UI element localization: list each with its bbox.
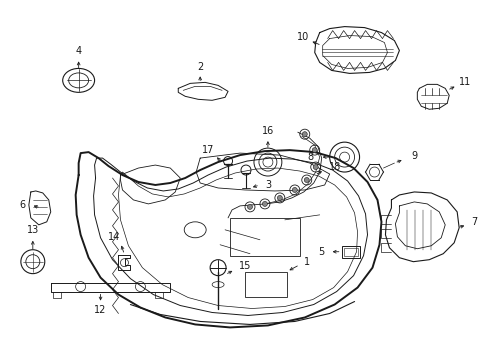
Bar bbox=[229, 218, 299, 256]
Circle shape bbox=[277, 195, 282, 201]
Text: 5: 5 bbox=[318, 247, 324, 257]
Text: 2: 2 bbox=[197, 62, 203, 72]
Text: 8: 8 bbox=[307, 152, 313, 162]
Text: 15: 15 bbox=[238, 261, 251, 271]
Text: 12: 12 bbox=[94, 306, 106, 315]
Text: 14: 14 bbox=[108, 232, 121, 242]
Circle shape bbox=[292, 188, 297, 193]
Text: 16: 16 bbox=[261, 126, 273, 136]
Text: 1: 1 bbox=[303, 257, 309, 267]
Text: 9: 9 bbox=[410, 151, 417, 161]
Bar bbox=[244, 272, 286, 297]
Text: 11: 11 bbox=[458, 77, 470, 87]
Bar bbox=[343, 248, 357, 256]
Bar bbox=[341, 246, 359, 258]
Circle shape bbox=[302, 132, 306, 137]
Text: 3: 3 bbox=[264, 180, 270, 190]
Circle shape bbox=[312, 148, 317, 153]
Circle shape bbox=[262, 201, 267, 206]
Text: 7: 7 bbox=[470, 217, 476, 227]
Text: 4: 4 bbox=[76, 46, 81, 57]
Text: 13: 13 bbox=[27, 225, 39, 235]
Circle shape bbox=[313, 165, 318, 170]
Text: 6: 6 bbox=[20, 200, 26, 210]
Text: 10: 10 bbox=[296, 32, 308, 41]
Circle shape bbox=[304, 177, 308, 183]
Circle shape bbox=[247, 204, 252, 210]
Text: 17: 17 bbox=[202, 145, 214, 155]
Text: 18: 18 bbox=[328, 162, 340, 172]
